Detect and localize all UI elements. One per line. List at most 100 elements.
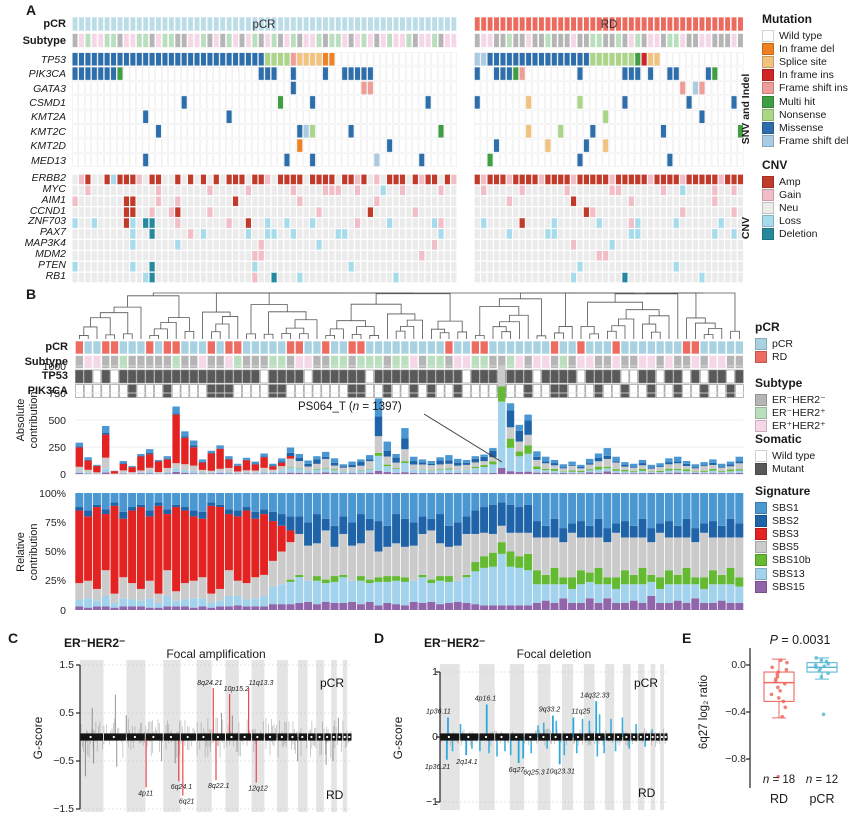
abs-bar-segment (286, 467, 295, 468)
snv-cell (609, 110, 616, 124)
abs-bar-segment (278, 458, 286, 462)
abs-bar-segment (436, 473, 444, 474)
cnv-cell (692, 261, 699, 272)
subtype-cell (72, 33, 79, 48)
cnv-cell (380, 272, 387, 283)
rel-bar-segment (180, 493, 189, 508)
abs-bar-segment (269, 469, 277, 472)
snv-cell (519, 124, 526, 138)
rel-bar-segment (92, 588, 101, 601)
cnv-cell (123, 250, 130, 262)
annotation-cell-tp53 (726, 369, 735, 384)
cnv-cell (226, 174, 233, 185)
abs-bar-segment (260, 453, 268, 457)
snv-cell (737, 81, 744, 95)
cnv-cell (367, 261, 374, 272)
annotation-cell-pik3ca (532, 384, 542, 398)
abs-bars (75, 366, 743, 474)
snv-cell (431, 138, 438, 153)
abs-bar-segment (524, 434, 532, 446)
abs-bar-segment (401, 428, 409, 439)
rel-bar-segment (198, 493, 207, 512)
snv-cell (621, 153, 628, 167)
gene-label-map3k4: MAP3K4 (24, 237, 66, 250)
cnv-cell (129, 185, 136, 196)
rel-bar-segment (480, 605, 489, 610)
annotation-cell-subtype (532, 355, 542, 369)
cnv-cell (226, 250, 233, 262)
cnv-cell (705, 195, 712, 207)
cnv-cell (660, 195, 667, 207)
cnv-cell (219, 206, 226, 218)
abs-bar-segment (128, 472, 136, 474)
pcr-header-cell (583, 16, 590, 32)
rel-bar-segment (717, 600, 726, 610)
snv-cell (557, 110, 564, 124)
pvalue-rest: = 0.0031 (777, 633, 831, 647)
abs-tick: 0 (60, 468, 66, 481)
snv-cell (78, 153, 85, 167)
annotation-cell-subtype (717, 355, 726, 369)
abs-bar-segment (691, 473, 699, 474)
cnv-cell (104, 217, 111, 229)
snv-cell (589, 95, 596, 110)
cnv-cell (335, 228, 342, 240)
cnv-cell (303, 239, 310, 251)
rel-bar-segment (480, 493, 489, 508)
cnv-cell (270, 206, 278, 218)
annotation-cell-subtype (339, 355, 348, 369)
cnv-cell (200, 185, 207, 196)
snv-cell (425, 124, 432, 138)
rel-bar-segment (541, 493, 550, 526)
abs-bar-segment (612, 470, 620, 473)
e-tick-label: −0.4 (725, 706, 746, 718)
snv-cell (399, 66, 406, 81)
snv-cell (104, 138, 111, 153)
snv-cell (360, 52, 367, 66)
rel-bar-segment (348, 522, 357, 546)
annotation-cell-tp53 (83, 369, 93, 384)
cnv-cell (570, 174, 577, 185)
snv-cell (628, 138, 635, 153)
snv-cell (544, 81, 551, 95)
snv-cell (290, 138, 297, 153)
cnv-cell (193, 185, 201, 196)
abs-bar-segment (682, 473, 691, 474)
snv-cell (557, 66, 564, 81)
legend-cnv-label: Deletion (779, 228, 818, 241)
pcr-header-cell (647, 16, 654, 32)
snv-cell (615, 81, 622, 95)
cnv-cell (104, 239, 111, 251)
cnv-cell (251, 261, 258, 272)
rel-bar-segment (383, 602, 392, 610)
rel-bar-segment (568, 523, 577, 533)
legend-mutation-label: Nonsense (779, 108, 827, 121)
annotation-cell-pcr (594, 340, 603, 355)
snv-cell (705, 52, 712, 66)
abs-bar-segment (401, 438, 409, 450)
locus-label: 14q32.33 (580, 692, 609, 699)
abs-bar-segment (322, 451, 330, 457)
snv-cell (596, 81, 603, 95)
pcr-header-cell (718, 16, 725, 32)
cnv-cell (155, 272, 162, 283)
rel-bar-segment (594, 567, 603, 585)
abs-bar-segment (234, 465, 242, 472)
rel-bar-segment (163, 493, 172, 510)
cnv-cell (264, 250, 271, 262)
cnv-cell (322, 261, 329, 272)
data-point (814, 656, 819, 660)
cnv-cell (437, 174, 445, 185)
snv-cell (303, 110, 310, 124)
snv-cell (551, 52, 558, 66)
rel-bar-segment (620, 493, 629, 522)
abs-bar-segment (559, 471, 567, 472)
legend-signature-title: Signature (755, 484, 811, 498)
cnv-cell (187, 250, 194, 262)
rel-bar-segment (119, 577, 128, 599)
annotation-cell-pcr (110, 340, 119, 355)
abs-bar-segment (304, 473, 312, 474)
abs-bar-segment (656, 473, 664, 474)
rel-bar-segment (559, 493, 568, 529)
abs-bar-segment (374, 398, 383, 417)
